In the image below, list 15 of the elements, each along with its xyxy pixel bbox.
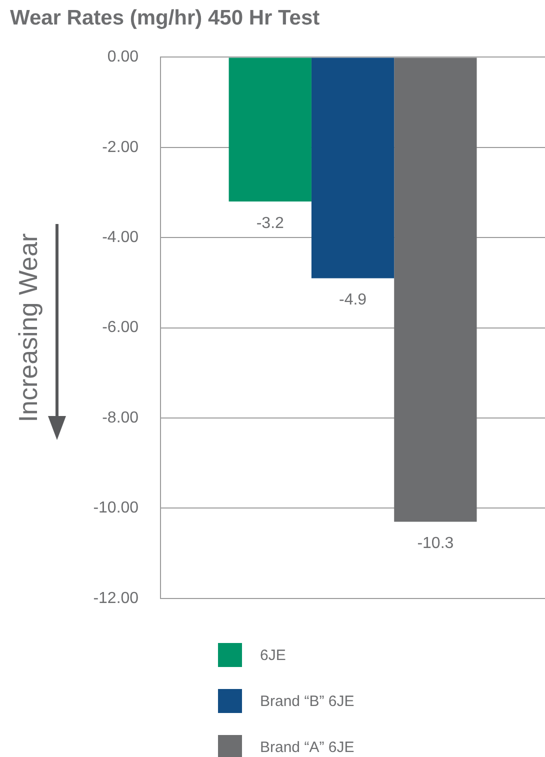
y-tick-label: -12.00 [93,590,139,607]
data-label: -10.3 [417,535,454,552]
y-tick-label: -8.00 [102,409,139,426]
legend-label: 6JE [260,646,286,664]
y-tick-label: -6.00 [102,319,139,336]
y-tick-label: 0.00 [107,48,139,66]
legend-label: Brand “A” 6JE [260,738,354,756]
legend-label: Brand “B” 6JE [260,692,354,710]
data-label: -4.9 [338,292,367,309]
data-label: -3.2 [256,214,284,232]
y-tick-label: -4.00 [102,229,139,246]
chart-title: Wear Rates (mg/hr) 450 Hr Test [10,6,320,30]
y-tick-label: -2.00 [102,138,139,156]
y-axis-title: Increasing Wear [12,233,43,422]
y-tick-label: -10.00 [93,500,139,517]
